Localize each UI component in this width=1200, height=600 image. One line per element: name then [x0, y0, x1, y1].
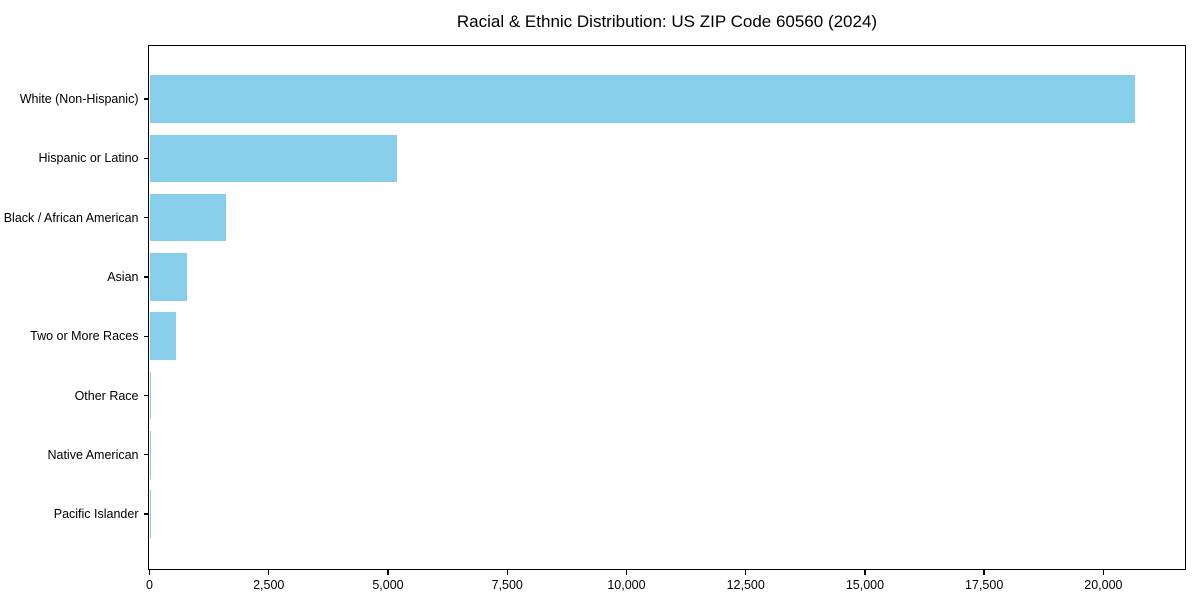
x-tick-label-4: 10,000 — [607, 577, 646, 592]
x-tick-5 — [744, 570, 747, 575]
x-tick-2 — [387, 570, 389, 575]
x-tick-3 — [506, 570, 508, 575]
y-tick-label-7: Pacific Islander — [53, 507, 139, 522]
x-tick-1 — [268, 570, 270, 575]
y-tick-label-0: White (Non-Hispanic) — [19, 92, 139, 106]
x-tick-4 — [625, 570, 628, 575]
x-tick-label-1: 2,500 — [253, 577, 285, 592]
bar-3 — [149, 253, 188, 301]
x-tick-label-6: 15,000 — [845, 577, 885, 592]
x-tick-label-2: 5,000 — [372, 577, 404, 592]
plot-area — [148, 45, 1186, 570]
y-tick-label-2: Black / African American — [3, 210, 139, 225]
x-tick-0 — [148, 570, 151, 575]
y-tick-label-3: Asian — [107, 269, 139, 284]
x-tick-label-8: 20,000 — [1084, 577, 1123, 592]
y-tick-3 — [143, 276, 148, 278]
y-tick-label-5: Other Race — [74, 388, 139, 403]
bar-5 — [149, 371, 151, 420]
bar-4 — [149, 312, 177, 360]
y-tick-1 — [143, 157, 148, 159]
x-tick-label-0: 0 — [146, 577, 153, 592]
x-tick-7 — [983, 570, 985, 575]
y-tick-label-4: Two or More Races — [30, 329, 139, 344]
x-tick-label-7: 17,500 — [965, 577, 1004, 592]
x-tick-label-3: 7,500 — [491, 577, 523, 592]
x-tick-6 — [864, 570, 866, 575]
y-tick-label-1: Hispanic or Latino — [38, 151, 139, 166]
y-tick-label-6: Native American — [47, 447, 139, 462]
y-tick-0 — [143, 98, 148, 100]
x-tick-label-5: 12,500 — [726, 577, 765, 592]
y-tick-6 — [143, 454, 148, 456]
y-tick-2 — [143, 216, 148, 219]
bar-6 — [149, 431, 151, 479]
y-tick-5 — [143, 394, 148, 397]
bar-2 — [149, 193, 226, 242]
bar-0 — [149, 75, 1136, 123]
bar-1 — [149, 134, 397, 183]
y-tick-7 — [143, 513, 148, 515]
x-tick-8 — [1102, 570, 1105, 575]
chart-title: Racial & Ethnic Distribution: US ZIP Cod… — [456, 12, 878, 31]
y-tick-4 — [143, 335, 148, 337]
